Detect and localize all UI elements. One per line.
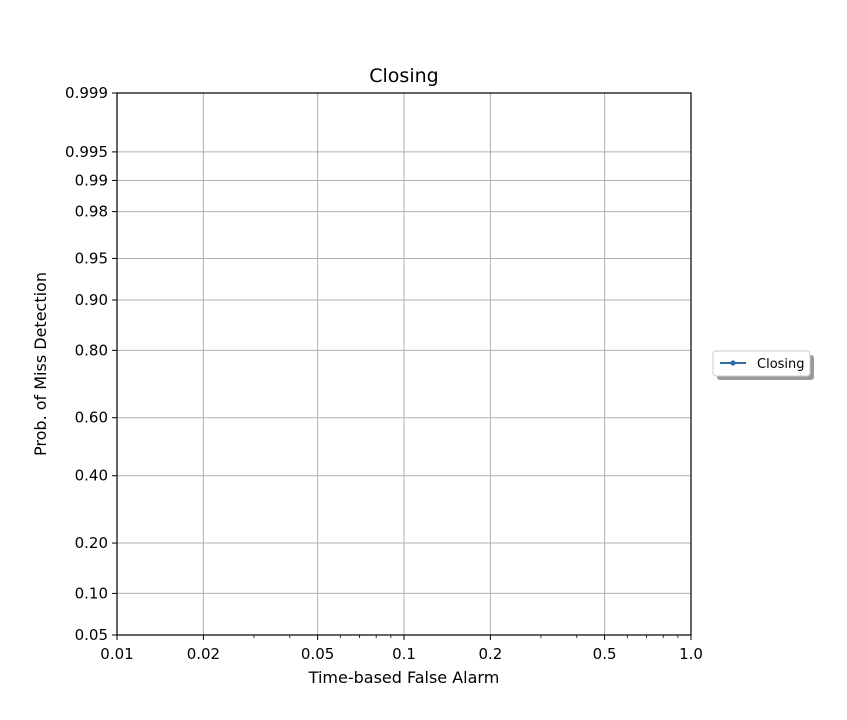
x-tick-label: 0.02 <box>187 645 220 663</box>
y-tick-label: 0.99 <box>75 171 108 189</box>
y-axis-label: Prob. of Miss Detection <box>31 272 50 456</box>
x-tick-label: 0.01 <box>100 645 133 663</box>
legend-marker-closing <box>730 360 736 366</box>
y-tick-label: 0.95 <box>75 249 108 267</box>
legend-box <box>712 350 811 377</box>
x-tick-label: 0.5 <box>593 645 617 663</box>
chart-title: Closing <box>369 65 438 87</box>
y-tick-label: 0.90 <box>75 291 108 309</box>
x-tick-label: 0.1 <box>392 645 416 663</box>
x-axis-ticks: 0.01 0.02 0.05 0.1 0.2 0.5 1.0 <box>100 635 703 663</box>
legend: Closing <box>712 350 814 380</box>
y-tick-label: 0.60 <box>75 409 108 427</box>
y-tick-label: 0.999 <box>65 84 108 102</box>
y-tick-label: 0.40 <box>75 467 108 485</box>
y-tick-label: 0.10 <box>75 584 108 602</box>
y-tick-label: 0.05 <box>75 626 108 644</box>
legend-label-closing: Closing <box>757 357 805 372</box>
x-tick-label: 0.05 <box>301 645 334 663</box>
y-tick-label: 0.20 <box>75 534 108 552</box>
y-axis-ticks: 0.05 0.10 0.20 0.40 0.60 0.80 0.90 0.95 0.98 0.99… <box>65 84 117 644</box>
y-tick-label: 0.995 <box>65 143 108 161</box>
y-tick-label: 0.80 <box>75 341 108 359</box>
x-axis-label: Time-based False Alarm <box>308 668 500 687</box>
x-tick-label: 1.0 <box>679 645 703 663</box>
y-tick-label: 0.98 <box>75 203 108 221</box>
grid-lines <box>117 93 691 635</box>
x-tick-label: 0.2 <box>478 645 502 663</box>
